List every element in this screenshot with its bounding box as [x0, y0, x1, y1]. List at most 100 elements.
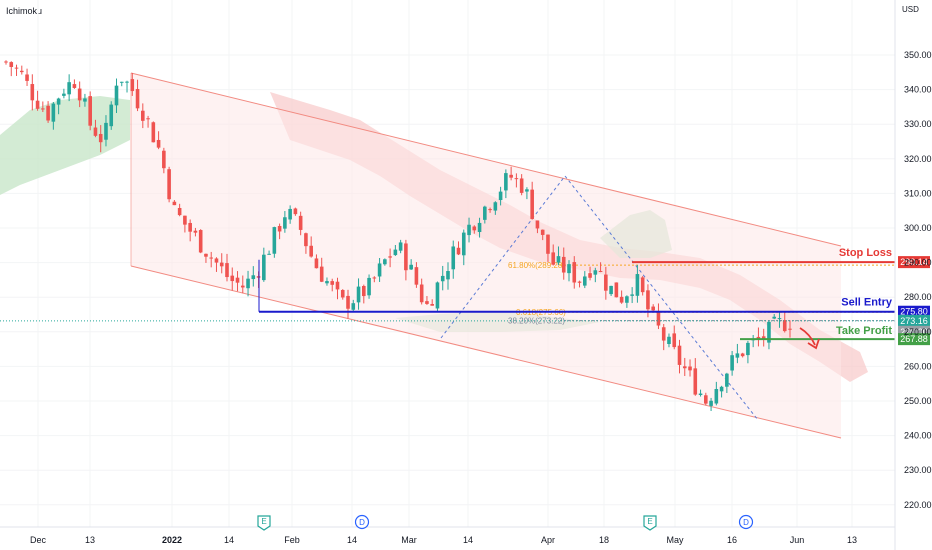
candle-body	[67, 82, 71, 95]
x-tick-label: 13	[847, 535, 857, 545]
candle-body	[604, 274, 608, 291]
candle-body	[419, 284, 424, 303]
currency-label: USD	[902, 5, 919, 14]
candle-body	[125, 81, 129, 83]
candle-body	[661, 327, 666, 341]
candle-body	[735, 353, 740, 358]
candle-body	[582, 276, 587, 286]
candle-body	[119, 81, 124, 83]
candle-body	[493, 202, 498, 211]
projection-arrow	[799, 327, 816, 346]
indicator-title: Ichimoku	[6, 6, 43, 16]
candle-body	[172, 201, 177, 206]
candle-body	[767, 321, 771, 343]
price-axis: 350.00 340.00 330.00 320.00 310.00 300.00 290.…	[894, 0, 932, 550]
candle-body	[156, 139, 161, 148]
x-tick-label: 2022	[162, 535, 182, 545]
stop-loss-label: Stop Loss	[839, 247, 892, 259]
take-profit-label: Take Profit	[836, 325, 892, 337]
candle-body	[25, 74, 29, 81]
candle-body	[619, 296, 624, 303]
candle-body	[777, 318, 782, 320]
candle-body	[335, 281, 340, 290]
candle-body	[293, 208, 298, 215]
stop-loss-price-tag: 290.14	[900, 257, 928, 267]
candle-body	[177, 207, 182, 216]
channel-fill	[131, 73, 841, 438]
y-tick-label: 220.00	[904, 500, 932, 510]
candle-body	[572, 262, 577, 283]
sell-entry-label: Sell Entry	[841, 297, 893, 309]
x-tick-label: 18	[599, 535, 609, 545]
candle-body	[235, 277, 240, 283]
candle-body	[4, 61, 8, 63]
y-tick-label: 260.00	[904, 361, 932, 371]
fib-level-label: 38.20%(273.22)	[508, 317, 565, 326]
candle-body	[488, 209, 492, 211]
dividend-marker	[738, 514, 754, 530]
candle-body	[630, 294, 634, 296]
x-tick-label: 14	[463, 535, 473, 545]
candle-body	[277, 225, 282, 232]
candle-body	[9, 62, 14, 68]
candle-body	[456, 247, 461, 255]
candle-body	[646, 290, 650, 310]
candle-body	[677, 345, 682, 365]
dividend-marker-label: D	[359, 518, 365, 527]
candle-body	[498, 191, 503, 201]
candle-body	[556, 256, 561, 263]
candle-body	[467, 224, 471, 236]
bullish-cloud	[0, 96, 130, 195]
candle-body	[356, 286, 361, 303]
y-tick-label: 240.00	[904, 431, 932, 441]
candle-body	[230, 275, 235, 282]
candle-body	[451, 246, 456, 270]
candle-body	[51, 103, 56, 122]
candle-body	[614, 282, 619, 298]
candle-body	[761, 336, 766, 340]
candle-body	[514, 178, 519, 180]
candle-body	[114, 85, 119, 106]
candle-body	[535, 220, 540, 229]
candle-body	[346, 295, 350, 309]
candle-body	[709, 400, 713, 406]
candle-body	[167, 169, 171, 200]
earnings-marker-label: E	[261, 517, 266, 526]
candle-body	[72, 84, 77, 88]
y-tick-label: 230.00	[904, 465, 932, 475]
candle-body	[404, 243, 408, 271]
candle-body	[588, 273, 592, 278]
candle-body	[593, 270, 598, 275]
candle-body	[304, 233, 308, 247]
candle-body	[546, 234, 550, 254]
grey-price-tag: 270.00	[900, 327, 928, 337]
candle-body	[288, 208, 292, 220]
y-tick-label: 290.00	[904, 258, 932, 268]
candle-body	[740, 353, 745, 357]
candles	[4, 60, 792, 411]
candle-body	[772, 316, 777, 319]
earnings-marker-label: E	[647, 517, 652, 526]
candle-body	[41, 108, 45, 110]
candle-body	[104, 122, 108, 140]
candle-body	[461, 232, 466, 256]
candle-body	[730, 355, 734, 371]
candle-body	[14, 67, 19, 69]
sell-entry-price-tag-bg	[898, 305, 930, 318]
candle-body	[141, 110, 145, 121]
candle-body	[372, 277, 377, 279]
current-price-tag: 273.16	[900, 316, 928, 326]
candle-body	[756, 336, 761, 339]
candle-body	[477, 222, 482, 233]
x-tick-label: Mar	[401, 535, 417, 545]
y-tick-label: 330.00	[904, 119, 932, 129]
projection-arrow-head	[807, 338, 820, 350]
candle-body	[251, 275, 256, 280]
take-profit-price-tag: 267.88	[900, 334, 928, 344]
candle-body	[272, 227, 277, 254]
earnings-marker	[257, 515, 271, 531]
candle-body	[714, 388, 719, 404]
candle-body	[672, 333, 677, 348]
candle-body	[398, 242, 403, 251]
